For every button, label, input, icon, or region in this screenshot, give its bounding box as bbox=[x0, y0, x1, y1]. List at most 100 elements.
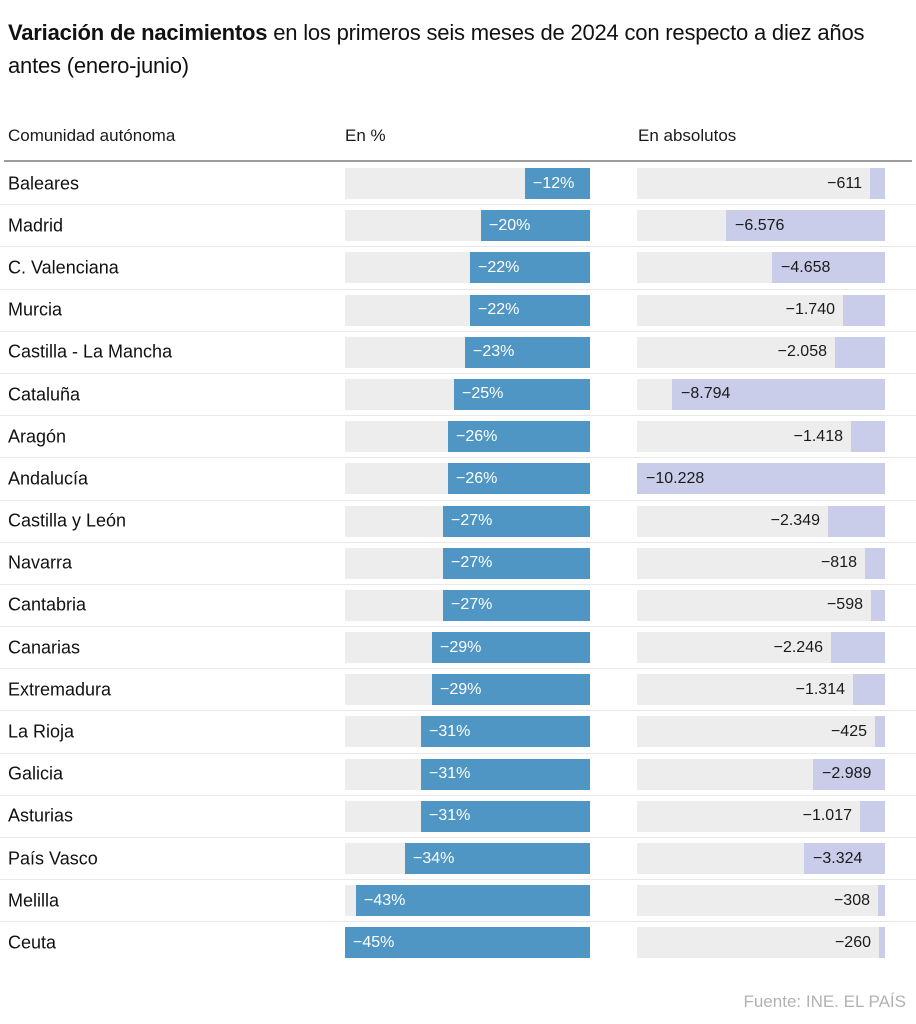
region-label: Cataluña bbox=[8, 384, 81, 405]
percent-bar-value: −45% bbox=[353, 933, 395, 951]
region-label: Murcia bbox=[8, 299, 63, 320]
column-header-absolute: En absolutos bbox=[638, 126, 737, 145]
percent-bar-value: −29% bbox=[440, 680, 482, 698]
percent-bar: −25% bbox=[454, 378, 590, 410]
percent-bar-value: −27% bbox=[451, 512, 493, 529]
percent-bar-track: −22% bbox=[345, 252, 590, 284]
percent-bar: −22% bbox=[470, 294, 590, 326]
table-row: País Vasco −34% −3.324 bbox=[0, 838, 916, 881]
absolute-bar-value: −260 bbox=[834, 933, 871, 951]
absolute-bar bbox=[804, 843, 885, 874]
percent-bar-value: −26% bbox=[456, 427, 498, 445]
region-label: Castilla y León bbox=[8, 510, 127, 531]
percent-bar-value: −31% bbox=[429, 765, 471, 783]
table-row: C. Valenciana −22% −4.658 bbox=[0, 247, 916, 290]
absolute-bar bbox=[853, 674, 885, 706]
table-row: La Rioja −31% −425 bbox=[0, 711, 916, 754]
absolute-bar-value: −2.989 bbox=[822, 765, 872, 783]
absolute-bar-track: −2.058 bbox=[637, 336, 885, 368]
region-label: Galicia bbox=[8, 763, 64, 784]
absolute-bar bbox=[772, 252, 885, 284]
region-label: Canarias bbox=[8, 637, 81, 658]
absolute-bar-value: −1.418 bbox=[793, 427, 843, 445]
absolute-bar bbox=[637, 463, 885, 495]
chart-title-bold: Variación de nacimientos bbox=[8, 20, 268, 45]
percent-bar: −23% bbox=[465, 336, 590, 368]
source-credit: Fuente: INE. EL PAÍS bbox=[743, 992, 906, 1011]
region-label: Baleares bbox=[8, 173, 80, 194]
absolute-bar-track: −2.989 bbox=[637, 758, 885, 790]
table-row: Andalucía −26% −10.228 bbox=[0, 458, 916, 501]
table-row: Madrid −20% −6.576 bbox=[0, 205, 916, 248]
table-row: Cataluña −25% −8.794 bbox=[0, 374, 916, 417]
percent-bar: −29% bbox=[432, 674, 590, 706]
percent-bar-track: −27% bbox=[345, 547, 590, 579]
absolute-bar bbox=[828, 505, 885, 537]
percent-bar: −20% bbox=[481, 210, 590, 242]
region-label: Ceuta bbox=[8, 932, 57, 953]
percent-bar: −27% bbox=[443, 505, 590, 537]
percent-bar-track: −31% bbox=[345, 800, 590, 832]
header-rule bbox=[4, 160, 912, 162]
region-label: Navarra bbox=[8, 552, 73, 573]
percent-bar-value: −20% bbox=[489, 216, 531, 234]
percent-bar-value: −26% bbox=[456, 469, 498, 487]
percent-bar: −26% bbox=[448, 463, 590, 495]
absolute-bar-value: −8.794 bbox=[681, 385, 731, 403]
percent-bar: −29% bbox=[432, 632, 590, 664]
region-label: Extremadura bbox=[8, 679, 112, 700]
absolute-bar-track: −10.228 bbox=[637, 463, 885, 495]
percent-bar: −31% bbox=[421, 800, 590, 832]
region-label: Aragón bbox=[8, 426, 67, 447]
percent-bar-track: −22% bbox=[345, 294, 590, 326]
table-row: Asturias −31% −1.017 bbox=[0, 796, 916, 838]
absolute-bar-track: −2.246 bbox=[637, 632, 885, 664]
absolute-bar bbox=[860, 800, 885, 832]
absolute-bar-track: −3.324 bbox=[637, 843, 885, 874]
absolute-bar bbox=[726, 210, 885, 242]
absolute-bar bbox=[672, 378, 885, 410]
absolute-bar-track: −6.576 bbox=[637, 210, 885, 242]
absolute-bar-track: −1.017 bbox=[637, 800, 885, 832]
percent-bar-track: −45% bbox=[345, 927, 590, 959]
absolute-bar-value: −1.740 bbox=[785, 301, 835, 319]
absolute-bar-track: −8.794 bbox=[637, 378, 885, 410]
percent-bar-value: −29% bbox=[440, 638, 482, 656]
table-row: Ceuta −45% −260 bbox=[0, 922, 916, 964]
rows: Baleares −12% −611 Madrid −20% −6.576 C. Valen… bbox=[0, 163, 916, 965]
absolute-bar-value: −611 bbox=[827, 174, 862, 192]
absolute-bar-track: −1.740 bbox=[637, 294, 885, 326]
percent-bar: −31% bbox=[421, 716, 590, 748]
percent-bar-track: −31% bbox=[345, 716, 590, 748]
absolute-bar bbox=[831, 632, 885, 664]
percent-bar-value: −23% bbox=[473, 343, 515, 361]
percent-bar: −34% bbox=[405, 843, 590, 874]
percent-bar-value: −22% bbox=[478, 301, 520, 319]
region-label: C. Valenciana bbox=[8, 257, 119, 278]
absolute-bar bbox=[875, 716, 885, 748]
percent-bar-track: −26% bbox=[345, 421, 590, 453]
region-label: País Vasco bbox=[8, 848, 98, 869]
absolute-bar bbox=[851, 421, 885, 453]
column-header-percent: En % bbox=[345, 126, 386, 145]
absolute-bar bbox=[879, 927, 885, 959]
percent-bar-track: −20% bbox=[345, 210, 590, 242]
table-row: Aragón −26% −1.418 bbox=[0, 416, 916, 459]
absolute-bar-track: −1.314 bbox=[637, 674, 885, 706]
region-label: Cantabria bbox=[8, 594, 87, 615]
chart-title: Variación de nacimientos en los primeros… bbox=[8, 16, 910, 82]
absolute-bar-value: −1.314 bbox=[795, 680, 845, 698]
percent-bar: −22% bbox=[470, 252, 590, 284]
chart-title-rest: en los primeros seis meses de 2024 con r… bbox=[8, 20, 865, 78]
percent-bar-track: −27% bbox=[345, 505, 590, 537]
absolute-bar bbox=[843, 294, 885, 326]
percent-bar-value: −12% bbox=[533, 174, 575, 192]
percent-bar: −12% bbox=[525, 168, 590, 199]
region-label: Castilla - La Mancha bbox=[8, 341, 173, 362]
percent-bar-value: −25% bbox=[462, 385, 504, 403]
percent-bar-track: −25% bbox=[345, 378, 590, 410]
absolute-bar-track: −598 bbox=[637, 589, 885, 621]
table-row: Castilla - La Mancha −23% −2.058 bbox=[0, 332, 916, 374]
region-label: Andalucía bbox=[8, 468, 89, 489]
percent-bar-track: −26% bbox=[345, 463, 590, 495]
